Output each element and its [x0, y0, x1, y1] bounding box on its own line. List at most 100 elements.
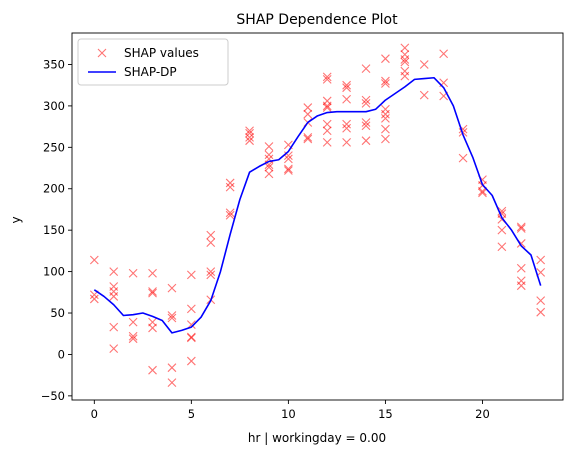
scatter-point: [536, 296, 546, 305]
scatter-point: [148, 365, 157, 375]
scatter-point: [419, 90, 429, 100]
x-tick-label: 5: [188, 407, 195, 421]
scatter-point: [148, 288, 157, 298]
scatter-point: [128, 331, 138, 341]
legend: SHAP values SHAP-DP: [77, 38, 229, 86]
scatter-point: [206, 230, 216, 240]
scatter-point: [148, 287, 157, 296]
scatter-point: [322, 101, 332, 111]
scatter-point: [148, 323, 157, 333]
scatter-point: [284, 166, 293, 175]
scatter-point: [342, 123, 351, 133]
scatter-point: [245, 128, 254, 138]
scatter-point: [264, 162, 274, 172]
scatter-point: [284, 164, 293, 174]
scatter-point: [186, 270, 196, 280]
scatter-point: [303, 134, 313, 144]
legend-box: [77, 38, 229, 86]
scatter-point: [419, 60, 429, 69]
scatter-point: [342, 137, 351, 147]
scatter-point: [109, 344, 119, 354]
scatter-point: [439, 49, 449, 59]
legend-marker-shap-values: [97, 48, 107, 58]
scatter-point: [167, 313, 177, 323]
scatter-point: [128, 268, 138, 278]
scatter-point: [206, 267, 216, 276]
scatter-point: [186, 304, 196, 314]
scatter-point: [225, 210, 235, 220]
scatter-point: [516, 263, 526, 273]
scatter-point: [381, 124, 390, 134]
scatter-point: [167, 363, 177, 373]
scatter-point: [322, 103, 332, 112]
scatter-point: [225, 178, 235, 188]
y-tick-label: 50: [50, 306, 65, 320]
scatter-point: [167, 283, 177, 293]
axes-frame: [71, 32, 564, 401]
scatter-point: [245, 126, 254, 136]
scatter-point: [148, 268, 157, 278]
scatter-point: [225, 208, 235, 218]
scatter-point: [245, 132, 254, 142]
scatter-point: [225, 182, 235, 192]
scatter-point: [284, 154, 293, 164]
scatter-point: [303, 103, 313, 112]
plot-area: [89, 43, 546, 387]
scatter-point: [167, 311, 177, 320]
scatter-point: [478, 188, 487, 198]
scatter-point: [381, 79, 390, 88]
x-tick-label: 0: [91, 407, 98, 421]
scatter-point: [342, 94, 351, 104]
scatter-point: [128, 317, 138, 327]
scatter-point: [89, 294, 99, 304]
scatter-point: [400, 55, 410, 64]
scatter-point: [186, 332, 196, 342]
scatter-point: [342, 83, 351, 93]
scatter-point: [400, 57, 410, 67]
axes: 0 5 10 15 20 −50 0 50 100 150 200 250 300 350: [41, 32, 564, 421]
y-tick-label: 150: [43, 223, 65, 237]
y-tick-label: −50: [41, 389, 65, 403]
scatter-point: [109, 292, 119, 301]
x-tick-label: 15: [378, 407, 393, 421]
scatter-point: [322, 137, 332, 147]
scatter-point: [536, 255, 546, 265]
scatter-point: [400, 43, 410, 53]
scatter-point: [381, 54, 390, 64]
scatter-point: [264, 142, 274, 151]
y-tick-label: 100: [43, 265, 65, 279]
scatter-point: [322, 72, 332, 82]
scatter-point: [167, 378, 177, 387]
scatter-point: [361, 99, 371, 108]
scatter-point: [536, 307, 546, 317]
y-tick-label: 0: [58, 347, 65, 361]
legend-label-shap-values: SHAP values: [124, 46, 199, 60]
y-axis-label: y: [9, 216, 23, 223]
scatter-point: [245, 136, 254, 146]
scatter-point: [206, 238, 216, 247]
y-tick-label: 300: [43, 99, 65, 113]
chart-title: SHAP Dependence Plot: [236, 12, 398, 28]
scatter-point: [342, 80, 351, 90]
scatter-point: [322, 126, 332, 136]
scatter-point: [361, 95, 371, 105]
scatter-point: [89, 255, 99, 265]
scatter-point: [516, 281, 526, 291]
scatter-point: [361, 136, 371, 146]
scatter-point: [497, 242, 507, 252]
scatter-point: [361, 118, 371, 127]
scatter-point: [206, 270, 216, 280]
scatter-point: [361, 64, 371, 74]
scatter-point: [186, 333, 196, 343]
scatter-point: [497, 225, 507, 235]
scatter-point: [109, 267, 119, 276]
scatter-point: [516, 222, 526, 232]
scatter-point: [128, 334, 138, 344]
x-axis-label: hr | workingday = 0.00: [248, 431, 386, 445]
legend-label-shap-dp: SHAP-DP: [124, 65, 177, 79]
scatter-point: [186, 356, 196, 366]
scatter-point: [381, 113, 390, 123]
scatter-point: [400, 71, 410, 81]
scatter-point: [381, 109, 390, 119]
x-tick-label: 20: [475, 407, 490, 421]
